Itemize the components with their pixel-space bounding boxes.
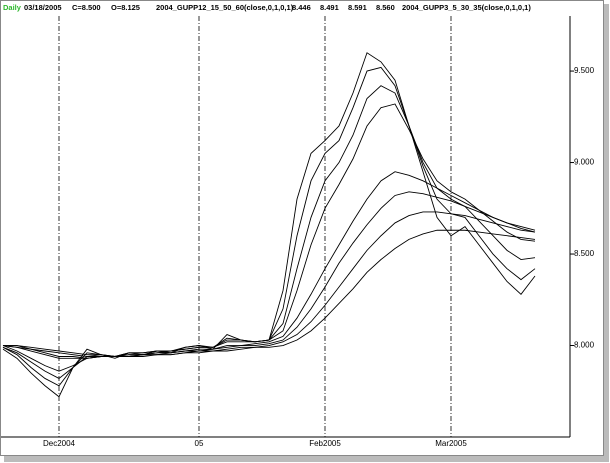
y-tick-label: 8.000 [574, 341, 595, 350]
series-line [3, 229, 536, 357]
series-line [2, 191, 536, 359]
reading: 8.591 [348, 3, 367, 12]
study: 2004_GUPP3_5_30_35(close,0,1,0,1) [402, 3, 531, 12]
study: 2004_GUPP12_15_50_60(close,0,1,0,1) [156, 3, 294, 12]
y-tick-label: 9.000 [574, 158, 595, 167]
shadow [604, 4, 609, 459]
date: 03/18/2005 [24, 3, 62, 12]
period: Daily [3, 3, 22, 12]
x-tick-label: Feb2005 [309, 439, 341, 448]
reading: 8.491 [320, 3, 339, 12]
reading: 8.560 [376, 3, 395, 12]
x-tick-label: Dec2004 [43, 439, 76, 448]
frame [0, 0, 604, 456]
open: O=8.125 [111, 3, 140, 12]
close: C=8.500 [72, 3, 101, 12]
series-line [3, 211, 536, 357]
x-tick-label: Mar2005 [435, 439, 467, 448]
y-tick-label: 8.500 [574, 249, 595, 258]
shadow [4, 456, 609, 462]
y-tick-label: 9.500 [574, 66, 595, 75]
reading: 8.446 [292, 3, 311, 12]
x-tick-label: 05 [195, 439, 204, 448]
